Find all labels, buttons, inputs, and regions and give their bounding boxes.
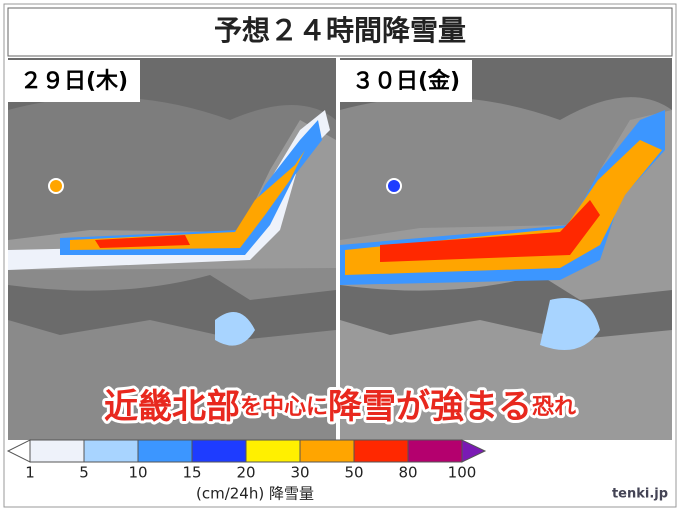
legend-swatch xyxy=(407,439,463,463)
headline-part: 近畿北部 xyxy=(104,387,240,427)
legend-label: 80 xyxy=(398,464,417,482)
panel-label: ２９日(木) xyxy=(20,69,128,94)
legend-swatch xyxy=(29,439,85,463)
legend-label: 20 xyxy=(236,464,255,482)
title: 予想２４時間降雪量 xyxy=(214,14,466,47)
legend-swatch xyxy=(137,439,193,463)
map-left xyxy=(8,58,336,440)
legend-label: 5 xyxy=(79,464,89,482)
legend-label: 100 xyxy=(448,464,477,482)
legend-arrow xyxy=(461,439,487,463)
title-box xyxy=(7,7,673,57)
legend-swatch xyxy=(83,439,139,463)
headline: 近畿北部を中心に降雪が強まる恐れ xyxy=(104,387,576,427)
legend: 1 5 10 15 20 30 50 80 100 xyxy=(6,439,487,482)
legend-label: 10 xyxy=(128,464,147,482)
panel-label-box xyxy=(8,60,140,102)
headline-part: を中心に xyxy=(240,395,328,420)
headline-part: 降雪が強まる xyxy=(328,387,532,427)
legend-label: 1 xyxy=(25,464,35,482)
map-right xyxy=(340,58,672,440)
legend-label: 50 xyxy=(344,464,363,482)
panel-label-box xyxy=(340,60,472,102)
legend-label: 30 xyxy=(290,464,309,482)
credit: tenki.jp xyxy=(612,487,668,502)
legend-swatch xyxy=(191,439,247,463)
legend-unit: (cm/24h) 降雪量 xyxy=(196,485,314,503)
panel-label: ３０日(金) xyxy=(352,68,460,94)
legend-swatch xyxy=(299,439,355,463)
legend-swatch xyxy=(245,439,301,463)
legend-swatch xyxy=(353,439,409,463)
legend-label: 15 xyxy=(182,464,201,482)
headline-part: 恐れ xyxy=(532,395,576,420)
